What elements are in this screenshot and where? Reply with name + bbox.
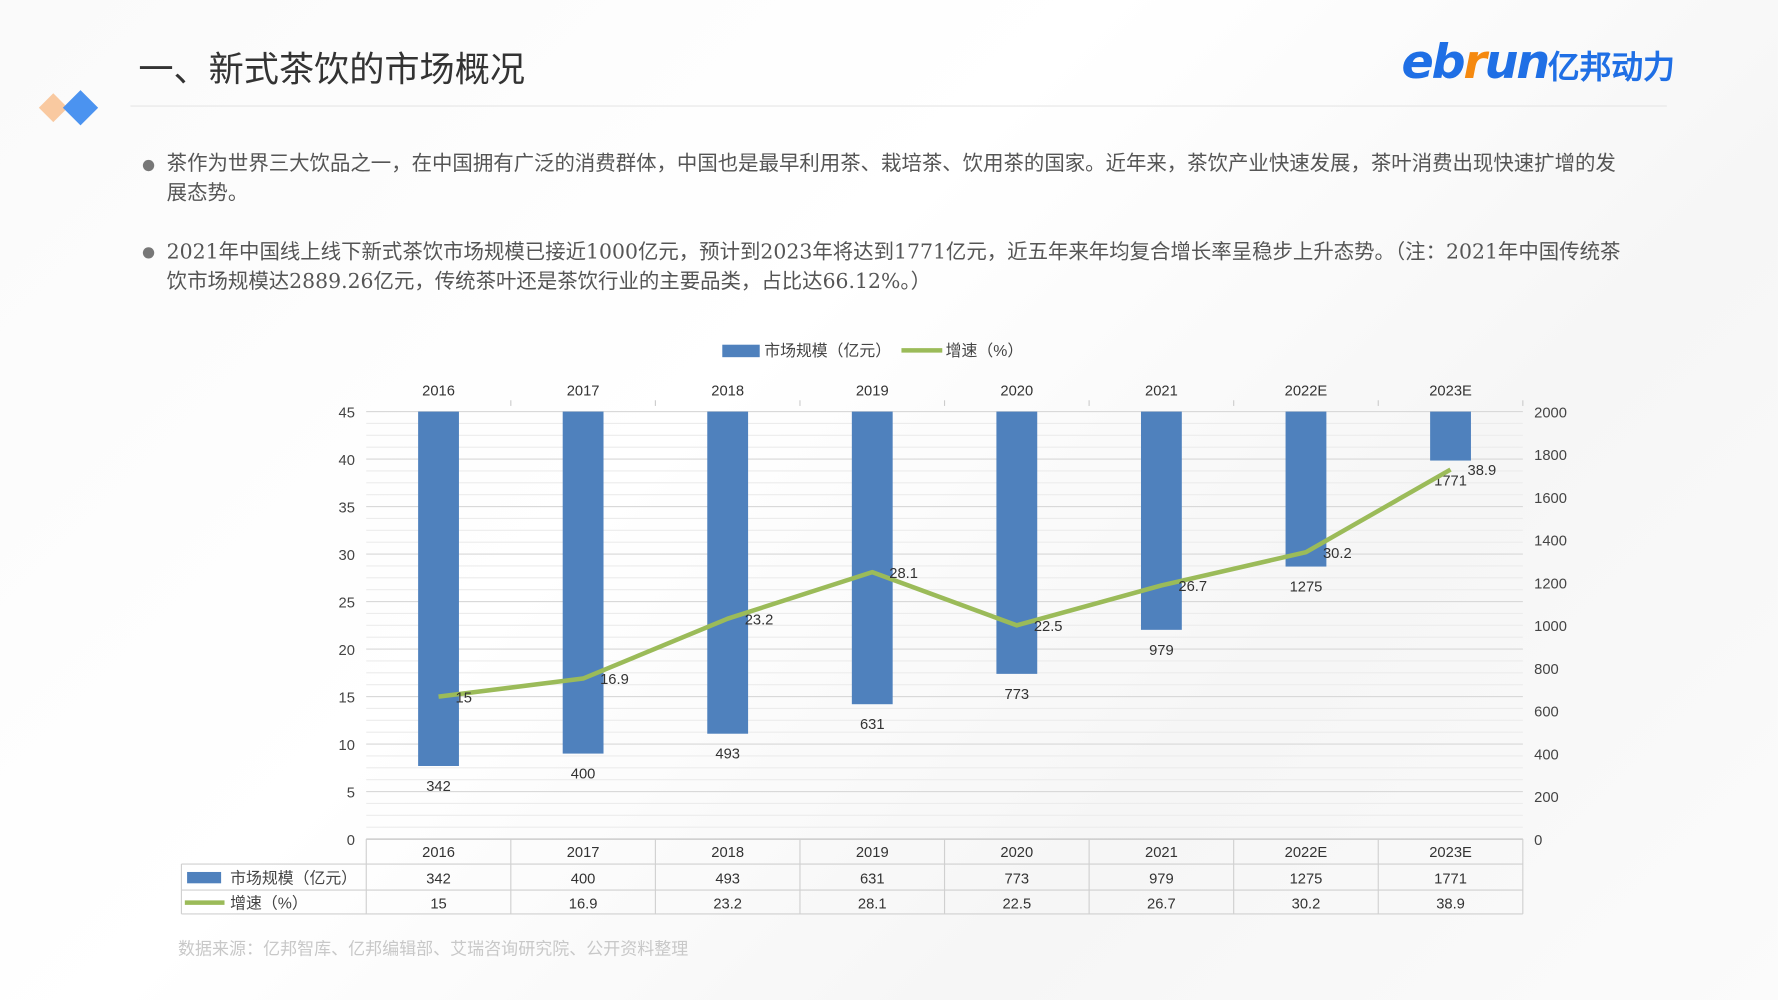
bar [996,411,1038,674]
page-title: 一、新式茶饮的市场概况 [138,49,525,91]
top-category-label: 2017 [567,384,600,400]
table-cell-growth: 23.2 [713,896,742,912]
table-cell-growth: 28.1 [858,896,887,912]
table-cell-market-size: 342 [426,871,451,887]
line-data-label: 30.2 [1323,546,1352,562]
top-category-label: 2020 [1000,384,1033,400]
left-axis-tick: 35 [339,500,355,516]
table-cell-growth: 30.2 [1292,896,1321,912]
table-cell-growth: 15 [430,896,446,912]
line-data-label: 16.9 [600,672,629,688]
right-axis-tick: 2000 [1534,405,1567,421]
table-cell-growth: 38.9 [1436,896,1465,912]
top-category-label: 2016 [422,384,455,400]
legend-bar-label: 市场规模（亿元） [764,342,891,360]
growth-line [438,467,1452,699]
table-cell-growth: 16.9 [569,896,598,912]
bar [562,411,604,754]
line-data-label: 28.1 [889,566,918,582]
table-row-label: 市场规模（亿元） [230,869,357,887]
top-category-label: 2022E [1285,384,1328,400]
legend-bar-swatch [722,344,760,358]
bar-data-label: 1275 [1290,580,1323,596]
bullet-dot [142,247,155,259]
right-axis-tick: 800 [1534,662,1559,678]
left-axis-tick: 10 [339,738,355,754]
bar [707,411,749,734]
left-axis-tick: 0 [347,833,355,849]
ebrun-logo: ebrun亿邦动力 [1401,34,1675,90]
bar-data-label: 979 [1149,643,1174,659]
bar-data-label: 493 [715,747,740,763]
paragraph-2: 2021年中国线上线下新式茶饮市场规模已接近1000亿元，预计到2023年将达到… [166,240,1621,294]
top-category-label: 2018 [711,384,744,400]
top-category-label: 2019 [856,384,889,400]
left-axis-tick: 30 [339,548,355,564]
bar [1285,411,1327,567]
table-header-cell: 2019 [856,845,889,861]
table-bar-swatch [187,871,222,884]
bar-data-label: 631 [860,717,885,733]
table-cell-growth: 26.7 [1147,896,1176,912]
right-axis-tick: 1800 [1534,448,1567,464]
bar [418,411,459,766]
table-header-cell: 2017 [567,845,600,861]
top-category-label: 2023E [1429,384,1472,400]
table-header-cell: 2020 [1000,845,1033,861]
table-header-cell: 2016 [422,845,455,861]
right-axis-tick: 1000 [1534,619,1567,635]
right-axis-tick: 1400 [1534,534,1567,550]
bar [851,411,893,705]
left-axis-tick: 45 [339,405,355,421]
bar-data-label: 1771 [1434,473,1467,489]
table-cell-market-size: 1275 [1290,871,1323,887]
table-cell-market-size: 979 [1149,871,1174,887]
legend-line-label: 增速（%） [946,342,1024,360]
table-cell-market-size: 1771 [1434,871,1467,887]
table-cell-market-size: 773 [1005,871,1030,887]
table-header-cell: 2021 [1145,845,1178,861]
bar [1140,411,1182,630]
left-axis-tick: 25 [339,595,355,611]
bullet-dot [142,159,155,172]
table-cell-growth: 22.5 [1002,896,1031,912]
right-axis-tick: 400 [1534,747,1559,763]
table-header-cell: 2018 [711,845,744,861]
left-axis-tick: 5 [347,785,355,801]
table-row-label: 增速（%） [230,894,308,912]
line-data-label: 23.2 [745,612,774,628]
line-data-label: 22.5 [1034,619,1063,635]
bar-data-label: 400 [571,767,596,783]
line-data-label: 26.7 [1178,579,1207,595]
paragraph-1: 茶作为世界三大饮品之一，在中国拥有广泛的消费群体，中国也是最早利用茶、栽培茶、饮… [166,151,1616,206]
left-axis-tick: 40 [339,453,355,469]
table-header-cell: 2022E [1285,845,1328,861]
line-data-label: 15 [456,690,472,706]
divider [130,105,1667,107]
top-category-label: 2021 [1145,384,1178,400]
table-cell-market-size: 631 [860,871,885,887]
right-axis-tick: 1600 [1534,491,1567,507]
right-axis-tick: 0 [1534,833,1542,849]
table-cell-market-size: 400 [571,871,596,887]
right-axis-tick: 1200 [1534,576,1567,592]
right-axis-tick: 600 [1534,705,1559,721]
bar [1430,411,1471,461]
line-data-label: 38.9 [1468,463,1497,479]
left-axis-tick: 15 [339,690,355,706]
data-source: 数据来源：亿邦智库、亿邦编辑部、艾瑞咨询研究院、公开资料整理 [178,938,689,960]
right-axis-tick: 200 [1534,790,1559,806]
table-cell-market-size: 493 [715,871,740,887]
left-axis-tick: 20 [339,643,355,659]
table-header-cell: 2023E [1429,845,1472,861]
bar-data-label: 342 [426,779,451,795]
combo-chart: 0 5 10 15 20 25 30 35 40 45 0 200 400 600 800 1000 1200 1… [180,342,1567,915]
bar-data-label: 773 [1005,687,1030,703]
